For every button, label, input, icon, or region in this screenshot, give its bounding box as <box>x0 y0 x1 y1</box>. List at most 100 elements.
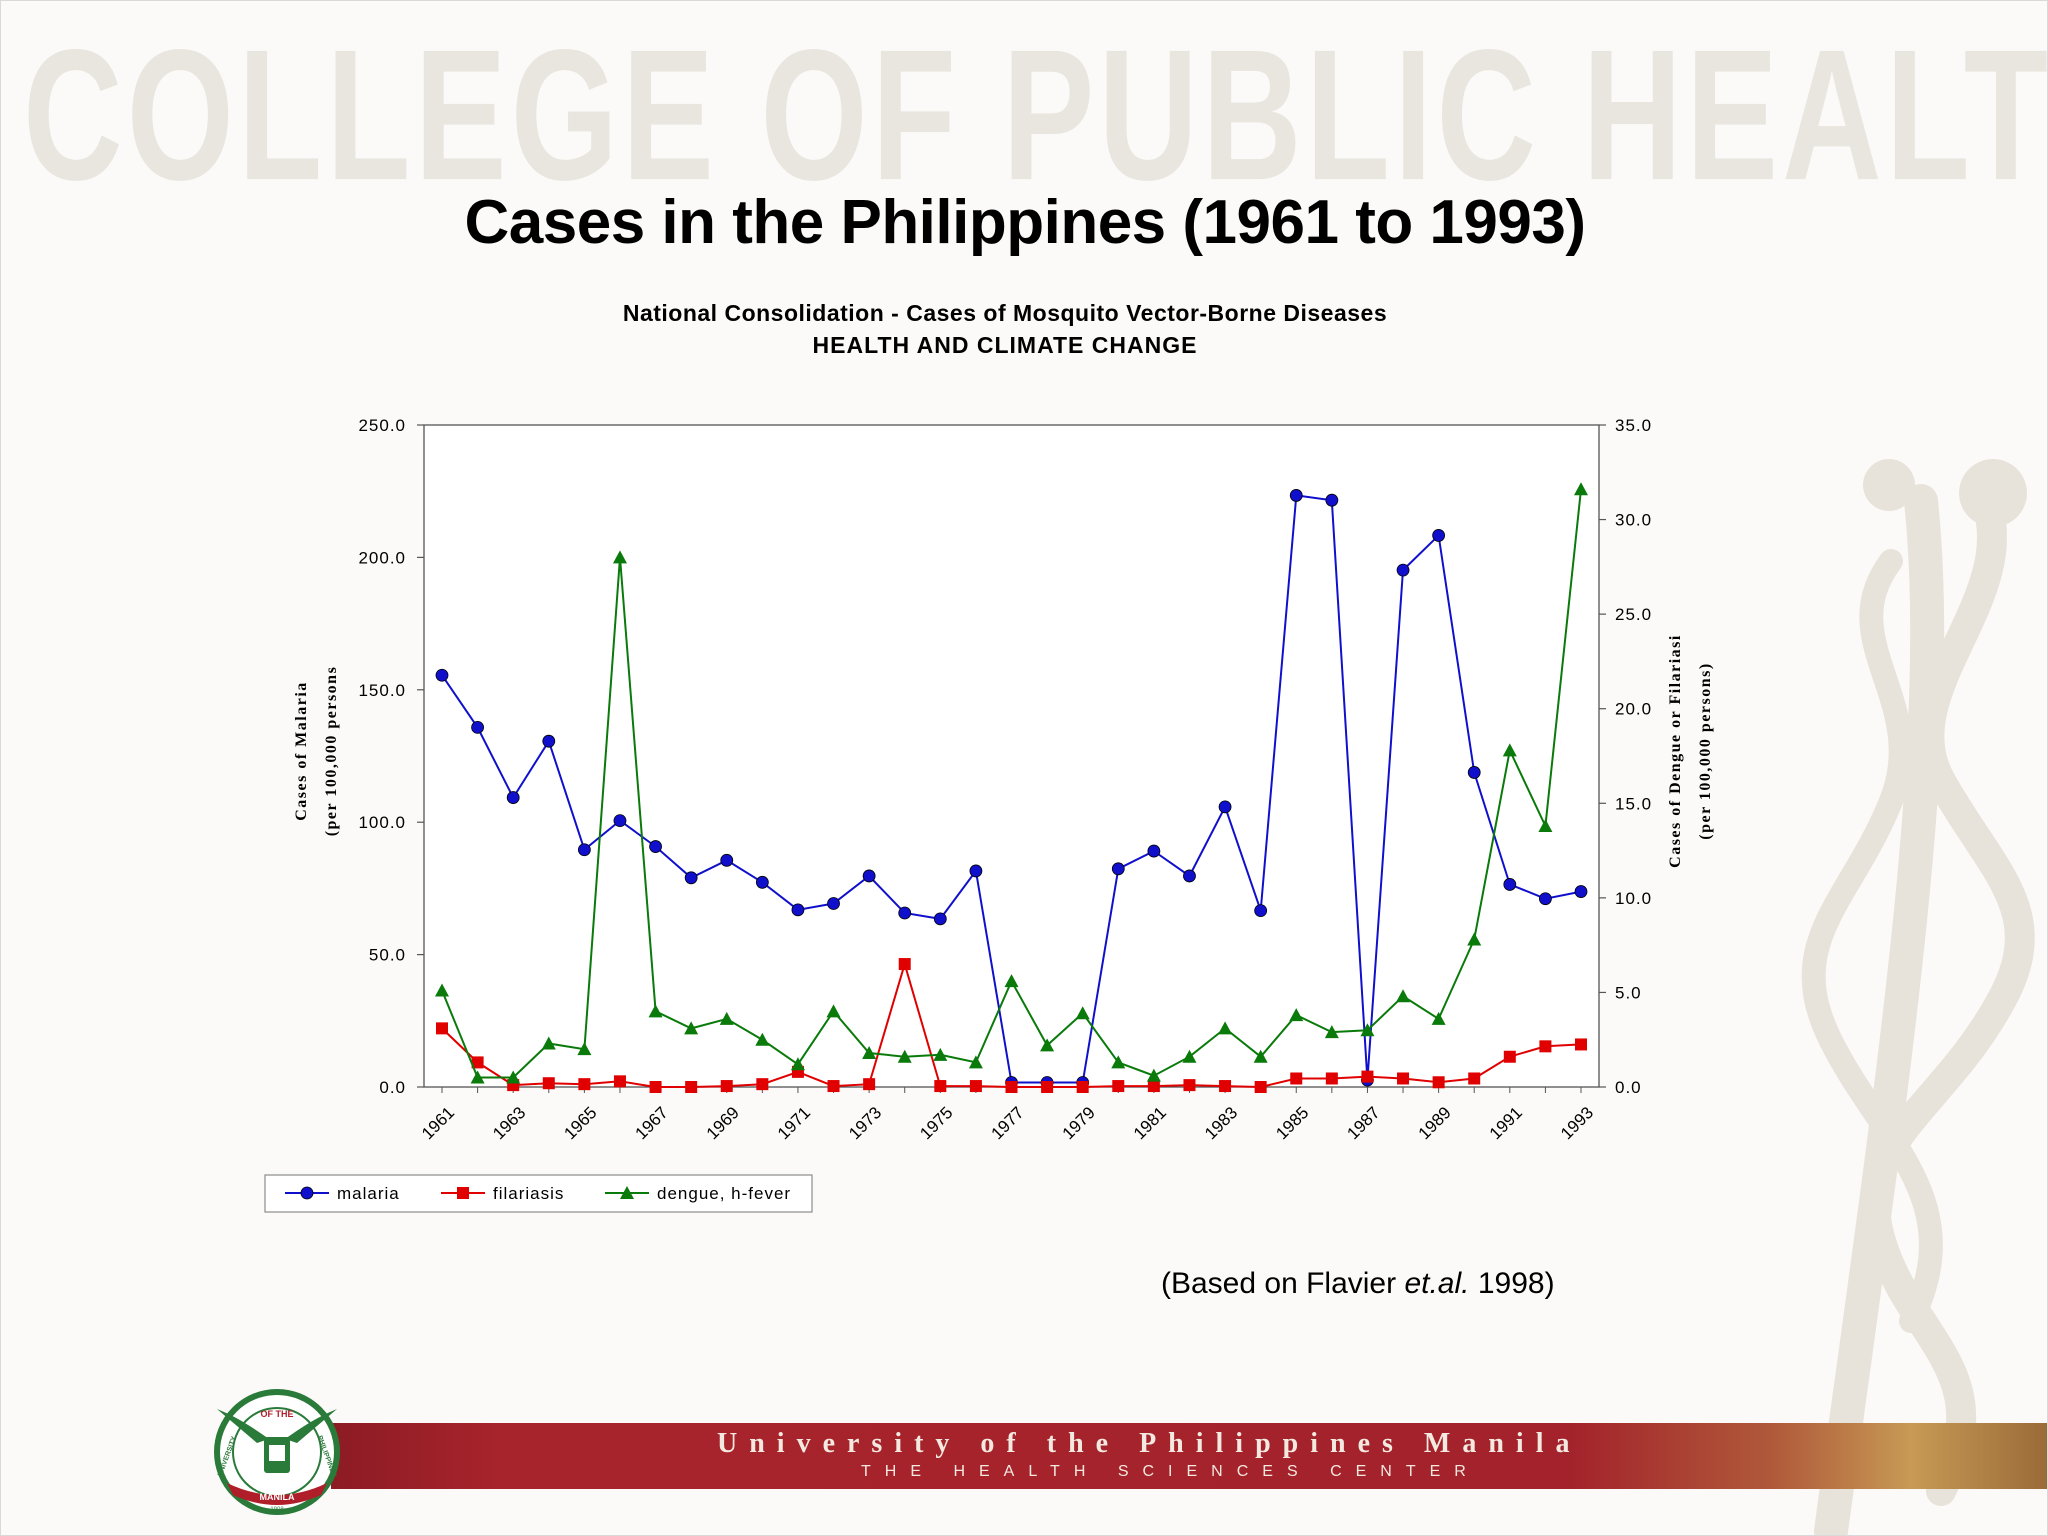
malaria-point <box>898 906 912 920</box>
filariasis-point <box>471 1056 484 1069</box>
x-tick-label: 1985 <box>1272 1103 1312 1143</box>
malaria-point <box>933 912 947 926</box>
x-tick-label: 1979 <box>1059 1103 1099 1143</box>
malaria-point <box>1503 878 1517 891</box>
left-tick-label: 200.0 <box>358 548 406 567</box>
malaria-point <box>1325 493 1339 507</box>
dengue-h-fever-point <box>1111 1055 1126 1069</box>
filariasis-point <box>1112 1080 1125 1093</box>
x-tick-label: 1991 <box>1486 1103 1526 1143</box>
x-tick-label: 1981 <box>1130 1103 1170 1143</box>
filariasis-point <box>1254 1081 1267 1093</box>
filariasis-point <box>1219 1080 1232 1093</box>
caduceus-icon <box>1801 459 2035 1535</box>
dengue-h-fever-point <box>968 1055 983 1069</box>
footer-university-name: University of the Philippines Manila <box>717 1428 1582 1459</box>
filariasis-point <box>1468 1072 1481 1085</box>
filariasis-point <box>436 1022 448 1035</box>
university-seal-logo: OF THE UNIVERSITY PHILIPPINES MANILA 190… <box>214 1389 340 1515</box>
dengue-h-fever-point <box>1396 989 1411 1003</box>
left-tick-label: 50.0 <box>369 946 406 965</box>
dengue-h-fever-point <box>826 1004 841 1018</box>
dengue-h-fever-point <box>577 1042 592 1056</box>
x-tick-label: 1975 <box>916 1103 956 1143</box>
right-tick-label: 5.0 <box>1615 983 1642 1002</box>
malaria-point <box>435 668 449 682</box>
dengue-h-fever-point <box>1502 743 1517 757</box>
x-tick-label: 1977 <box>988 1103 1028 1143</box>
footer-health-sciences-center: THE HEALTH SCIENCES CENTER <box>861 1463 1480 1480</box>
filariasis-point <box>863 1078 876 1091</box>
malaria-point <box>613 814 627 828</box>
dengue-h-fever-point <box>1004 974 1019 988</box>
filariasis-point <box>1503 1050 1516 1063</box>
legend-malaria-label: malaria <box>337 1184 400 1203</box>
footer-band <box>331 1423 2047 1489</box>
chart-title: National Consolidation - Cases of Mosqui… <box>623 300 1387 326</box>
malaria-point <box>577 843 591 857</box>
citation-suffix: 1998) <box>1469 1267 1555 1300</box>
left-tick-label: 150.0 <box>358 681 406 700</box>
x-tick-label: 1973 <box>845 1103 885 1143</box>
left-axis-label: Cases of Malaria (per 100,000 persons <box>293 666 340 837</box>
left-tick-label: 250.0 <box>358 416 406 435</box>
right-axis-label-line2: (per 100,000 persons) <box>1697 662 1714 839</box>
dengue-h-fever-point <box>648 1004 663 1018</box>
malaria-point <box>1574 885 1588 898</box>
malaria-point <box>542 734 556 748</box>
dengue-h-fever-point <box>470 1070 485 1084</box>
malaria-point <box>755 875 769 889</box>
legend: malaria filariasis dengue, h-fever <box>264 1174 813 1213</box>
right-tick-label: 30.0 <box>1615 511 1652 530</box>
malaria-point <box>1539 892 1552 906</box>
dengue-h-fever-point <box>1467 932 1482 946</box>
malaria-point <box>1111 862 1125 876</box>
filariasis-point <box>1041 1081 1054 1093</box>
malaria-point <box>791 903 805 917</box>
right-axis-label-line1: Cases of Dengue or Filariasi <box>1667 634 1684 868</box>
filariasis-point <box>1076 1081 1089 1093</box>
malaria-point <box>506 791 520 804</box>
filariasis-point <box>1539 1040 1552 1053</box>
malaria-point <box>1218 800 1232 814</box>
x-tick-label: 1987 <box>1343 1103 1383 1143</box>
filariasis-point <box>578 1078 591 1091</box>
malaria-point <box>862 869 876 883</box>
dengue-h-fever-point <box>1538 818 1553 832</box>
dengue-h-fever-point <box>1218 1021 1233 1035</box>
dengue-h-fever-point <box>1040 1038 1055 1052</box>
filariasis-point <box>898 958 911 971</box>
x-tick-label: 1983 <box>1201 1103 1241 1143</box>
x-tick-label: 1989 <box>1415 1103 1455 1143</box>
logo-text-top: OF THE <box>261 1409 294 1419</box>
filariasis-point <box>1147 1080 1160 1093</box>
slide-title: Cases in the Philippines (1961 to 1993) <box>464 188 1586 257</box>
x-tick-label: 1963 <box>489 1103 529 1143</box>
filariasis-point <box>827 1080 840 1093</box>
logo-text-bottom: MANILA <box>260 1492 295 1502</box>
filariasis-point <box>613 1075 626 1088</box>
dengue-h-fever-point <box>1253 1049 1268 1063</box>
malaria-point <box>471 721 484 734</box>
filariasis-point <box>1432 1076 1445 1089</box>
legend-dengue-h-fever-label: dengue, h-fever <box>657 1184 791 1203</box>
left-axis-label-line2: (per 100,000 persons <box>323 666 340 837</box>
legend-box <box>264 1174 813 1213</box>
legend-malaria-marker <box>300 1186 314 1200</box>
filariasis-point <box>934 1080 947 1093</box>
right-tick-label: 20.0 <box>1615 700 1652 719</box>
x-tick-label: 1969 <box>703 1103 743 1143</box>
dengue-h-fever-point <box>1289 1008 1304 1022</box>
malaria-point <box>1254 904 1268 918</box>
dengue-h-fever-point <box>612 550 627 564</box>
malaria-point <box>827 897 840 910</box>
right-tick-label: 35.0 <box>1615 416 1652 435</box>
dengue-h-fever-point <box>933 1047 948 1061</box>
filariasis-point <box>685 1081 698 1093</box>
dengue-h-fever-point <box>1431 1011 1446 1025</box>
x-tick-label: 1967 <box>632 1103 672 1143</box>
filariasis-point <box>649 1081 662 1093</box>
filariasis-point <box>1361 1070 1374 1083</box>
